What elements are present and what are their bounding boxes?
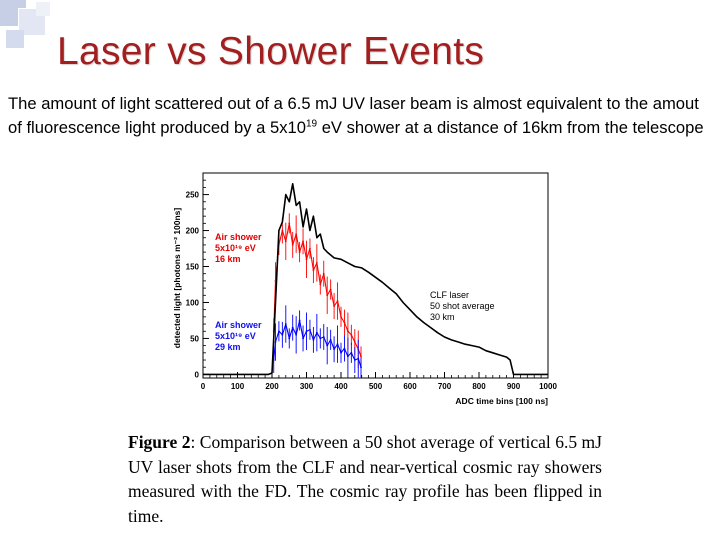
data-point [350,333,353,336]
intro-text-part1: The amount of light scattered out of a 6… [8,94,699,137]
data-point [295,333,298,336]
caption-text: : Comparison between a 50 shot average o… [128,432,602,526]
y-tick-label: 100 [186,298,200,307]
data-point [329,338,332,341]
x-tick-label: 1000 [539,382,557,391]
data-point [340,351,342,354]
data-point [340,315,342,318]
x-axis-label: ADC time bins [100 ns] [455,396,548,406]
chart-svg: 0 100 200 300 400 500 600 700 800 900 1000 0 50 100 15… [172,172,557,406]
data-point [281,333,284,336]
x-tick-label: 700 [438,382,452,391]
data-point [295,233,298,236]
series-air-shower-29km [272,305,362,378]
blue-annotation-line2: 5x10¹⁹ eV [215,331,256,341]
data-point [347,355,349,358]
x-tick-label: 300 [300,382,314,391]
data-point [274,341,277,343]
figure-caption: Figure 2: Comparison between a 50 shot a… [128,430,602,528]
data-point [333,348,335,351]
data-point [312,338,315,341]
y-tick-label: 150 [186,263,200,272]
black-annotation-line1: CLF laser [430,290,469,300]
y-tick-label: 250 [186,191,200,200]
x-tick-label: 200 [265,382,279,391]
y-tick-label: 200 [186,227,200,236]
data-point [312,269,315,272]
y-axis-label: detected light [photons m⁻² 100ns] [172,208,182,349]
data-point [353,359,356,361]
x-tick-label: 0 [201,382,206,391]
data-point [336,343,339,346]
intro-exponent: 19 [305,118,318,130]
data-point [298,319,301,322]
data-point [322,336,325,338]
data-point [360,355,362,358]
data-point [278,330,280,333]
data-point [315,262,318,264]
data-point [284,323,287,325]
data-point [343,347,346,350]
black-annotation-line3: 30 km [430,312,455,322]
data-point [281,229,284,232]
data-point [305,330,308,333]
series-line [203,183,548,376]
black-annotation-line2: 50 shot average [430,301,495,311]
data-point [298,251,301,254]
data-point [309,328,311,331]
intro-text-part2: eV shower at a distance of 16km from the… [317,118,704,137]
data-point [302,337,304,340]
x-tick-label: 900 [507,382,521,391]
data-point [302,240,304,243]
data-point [309,247,311,250]
x-tick-label: 600 [403,382,417,391]
plot-frame [202,172,549,379]
data-point [284,240,287,243]
series-clf-laser [203,183,548,376]
red-annotation-line1: Air shower [215,232,262,242]
blue-annotation-line1: Air shower [215,320,262,330]
data-point [343,321,346,324]
data-point [347,330,349,333]
data-point [322,272,325,275]
data-point [319,337,322,340]
data-point [353,341,356,343]
data-point [357,357,360,360]
data-point [360,366,362,369]
y-tick-label: 50 [190,334,199,343]
x-tick-label: 500 [369,382,383,391]
data-point [288,222,291,225]
data-point [326,294,329,297]
data-point [329,288,332,291]
blue-annotation-line3: 29 km [215,342,241,352]
data-point [291,326,294,329]
slide-title: Laser vs Shower Events [57,30,485,73]
data-point [315,331,318,334]
x-tick-label: 400 [334,382,348,391]
data-point [326,344,329,347]
data-point [305,258,308,261]
data-point [319,283,322,286]
y-tick-label: 0 [195,370,200,379]
corner-decoration [36,2,50,16]
data-point [336,300,339,302]
data-point [288,337,291,340]
data-point [350,351,353,354]
red-annotation-line2: 5x10¹⁹ eV [215,243,256,253]
series-air-shower-16km [272,213,362,368]
x-tick-label: 100 [231,382,245,391]
data-point [333,305,335,307]
caption-label: Figure 2 [128,432,191,452]
corner-decoration [6,30,24,48]
x-tick-label: 800 [472,382,486,391]
data-point [291,244,294,246]
figure-chart: 0 100 200 300 400 500 600 700 800 900 1000 0 50 100 15… [160,168,580,418]
red-annotation-line3: 16 km [215,254,241,264]
intro-paragraph: The amount of light scattered out of a 6… [8,92,714,140]
